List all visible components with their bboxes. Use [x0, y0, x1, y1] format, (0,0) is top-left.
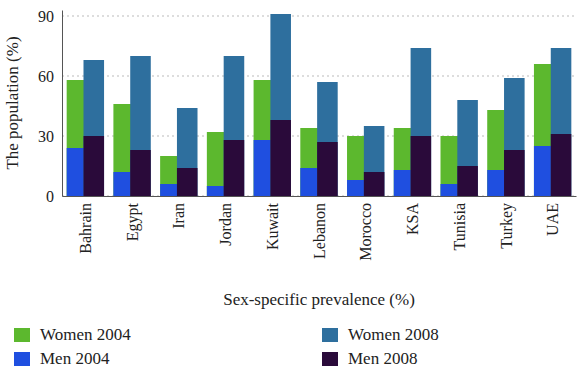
- tick: Morocco: [357, 196, 374, 261]
- bar: [177, 108, 198, 196]
- tick: Bahrain: [77, 196, 94, 254]
- legend-label: Women 2008: [348, 325, 439, 344]
- bar: [364, 172, 385, 196]
- legend-swatch: [322, 352, 338, 366]
- tick: 30: [38, 128, 62, 145]
- legend-swatch: [322, 328, 338, 342]
- chart: 0 30 60 90 Bahrain Egypt Iran Jordan Kuwait Leban…: [0, 0, 584, 384]
- legend-item: Women 2004: [14, 325, 131, 344]
- bar: [411, 48, 432, 196]
- legend-swatch: [14, 328, 30, 342]
- series: [83, 14, 571, 196]
- bar: [83, 60, 104, 196]
- tick-label: Lebanon: [311, 203, 328, 259]
- tick: Turkey: [498, 196, 516, 249]
- tick-label: Turkey: [498, 203, 516, 249]
- bar: [457, 100, 478, 196]
- bar: [411, 136, 432, 196]
- tick: Lebanon: [311, 196, 328, 259]
- bar: [551, 134, 572, 196]
- tick: UAE: [544, 196, 561, 236]
- y-axis: 0 30 60 90: [38, 8, 63, 205]
- bar: [224, 140, 245, 196]
- bar: [224, 56, 245, 196]
- bar: [364, 126, 385, 196]
- tick-label: Egypt: [124, 202, 142, 241]
- bar: [177, 168, 198, 196]
- legend-item: Men 2008: [322, 349, 417, 368]
- tick: KSA: [404, 196, 421, 235]
- bar: [270, 14, 291, 196]
- bar: [457, 166, 478, 196]
- bars: [67, 14, 572, 196]
- bar: [317, 142, 338, 196]
- legend-item: Men 2004: [14, 349, 110, 368]
- tick-label: Morocco: [357, 203, 374, 261]
- tick-label: 30: [38, 128, 54, 145]
- legend-label: Men 2008: [348, 349, 417, 368]
- tick: 60: [38, 68, 62, 85]
- legend-label: Women 2004: [40, 325, 131, 344]
- tick-label: Iran: [170, 203, 187, 229]
- bar: [504, 78, 525, 196]
- tick-label: Bahrain: [77, 203, 94, 254]
- tick: Tunisia: [451, 196, 468, 250]
- tick: Iran: [170, 196, 187, 229]
- bar: [317, 82, 338, 196]
- tick: Egypt: [124, 196, 142, 241]
- tick: Kuwait: [264, 196, 281, 250]
- bar: [551, 48, 572, 196]
- legend-label: Men 2004: [40, 349, 110, 368]
- legend-swatch: [14, 352, 30, 366]
- tick-label: Tunisia: [451, 203, 468, 250]
- tick-label: UAE: [544, 203, 561, 236]
- legend: Women 2004 Men 2004 Women 2008 Men 2008: [14, 325, 439, 368]
- tick-label: Kuwait: [264, 202, 281, 250]
- bar: [130, 56, 151, 196]
- axis-line: [62, 11, 63, 197]
- tick: 90: [38, 8, 62, 25]
- series: [83, 120, 571, 196]
- bar: [270, 120, 291, 196]
- tick-label: 90: [38, 8, 54, 25]
- bar: [83, 136, 104, 196]
- x-axis: Bahrain Egypt Iran Jordan Kuwait Lebanon Moroc…: [63, 196, 577, 261]
- grid: [62, 16, 576, 196]
- plot: 0 30 60 90 Bahrain Egypt Iran Jordan Kuwait Leban…: [38, 8, 577, 261]
- bar: [130, 150, 151, 196]
- tick-label: KSA: [404, 203, 421, 235]
- tick-label: 0: [46, 188, 54, 205]
- axis-line: [63, 196, 577, 197]
- tick-label: 60: [38, 68, 54, 85]
- bar: [504, 150, 525, 196]
- y-axis-title: The population (%): [3, 36, 22, 169]
- tick: 0: [46, 188, 62, 205]
- grid-line: [62, 16, 576, 17]
- x-axis-title: Sex-specific prevalence (%): [223, 290, 415, 309]
- tick: Jordan: [217, 196, 234, 246]
- tick-label: Jordan: [217, 203, 234, 246]
- legend-item: Women 2008: [322, 325, 439, 344]
